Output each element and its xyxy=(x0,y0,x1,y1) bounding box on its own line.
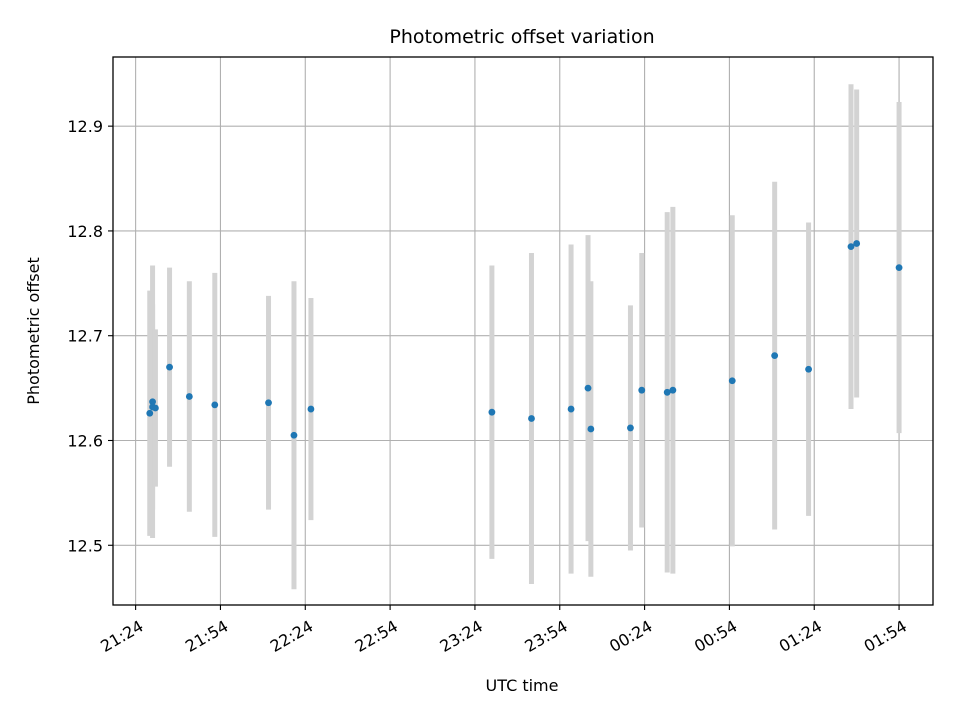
chart-title: Photometric offset variation xyxy=(389,26,654,48)
data-point xyxy=(488,408,496,416)
grid xyxy=(113,57,933,605)
data-point xyxy=(265,399,272,407)
data-point xyxy=(307,405,315,413)
data-point xyxy=(847,243,855,251)
data-point xyxy=(149,398,156,406)
data-point xyxy=(728,377,736,385)
y-tick-label: 12.6 xyxy=(67,431,103,450)
data-point xyxy=(211,401,219,409)
data-point xyxy=(638,386,646,394)
data-point xyxy=(152,404,159,412)
data-point xyxy=(185,393,193,400)
data-point xyxy=(290,431,298,439)
data-point xyxy=(805,365,812,373)
data-point xyxy=(627,424,634,432)
y-axis-label: Photometric offset xyxy=(24,257,43,405)
data-point xyxy=(771,352,779,360)
data-point xyxy=(584,384,592,392)
data-point xyxy=(587,425,595,433)
y-tick-label: 12.8 xyxy=(67,222,103,241)
plot-frame xyxy=(112,56,934,606)
data-point xyxy=(663,388,671,396)
data-point xyxy=(146,409,154,417)
data-point xyxy=(895,264,903,272)
y-tick-label: 12.5 xyxy=(67,536,103,555)
x-axis-label: UTC time xyxy=(486,676,559,695)
data-point xyxy=(853,240,861,247)
y-tick-label: 12.7 xyxy=(67,327,103,346)
data-points xyxy=(146,240,903,439)
y-tick-label: 12.9 xyxy=(67,117,103,136)
data-point xyxy=(669,386,677,394)
data-point xyxy=(567,405,575,413)
data-point xyxy=(166,363,173,371)
data-point xyxy=(528,415,535,422)
